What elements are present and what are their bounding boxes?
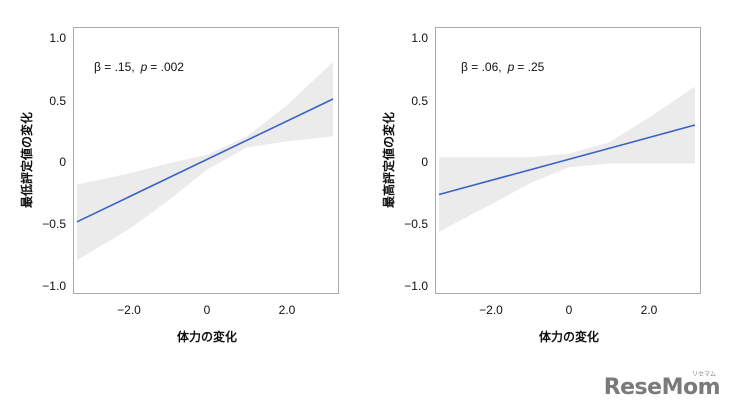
svg-text:2.0: 2.0 xyxy=(279,303,296,317)
watermark-kana: リセマム xyxy=(691,371,716,378)
y-axis-label: 最低評定値の変化 xyxy=(19,112,34,208)
plot-frame xyxy=(435,27,701,294)
svg-text:−1.0: −1.0 xyxy=(404,279,428,293)
svg-text:0: 0 xyxy=(421,155,428,169)
y-axis-label: 最高評定値の変化 xyxy=(381,112,396,208)
watermark-text: ReseMom xyxy=(603,375,721,400)
svg-text:0: 0 xyxy=(204,303,211,317)
panel-right: β = .06, p = .25 1.0 0.5 0 −0.5 −1.0 −2.0 … xyxy=(381,27,701,344)
svg-text:0.5: 0.5 xyxy=(411,94,428,108)
x-axis-label: 体力の変化 xyxy=(539,329,599,344)
svg-text:1.0: 1.0 xyxy=(411,31,428,45)
svg-text:−1.0: −1.0 xyxy=(42,279,66,293)
x-ticks: −2.0 0 2.0 xyxy=(479,303,658,317)
stat-annotation: β = .06, p = .25 xyxy=(461,60,545,74)
regression-line xyxy=(438,124,696,196)
y-ticks: 1.0 0.5 0 −0.5 −1.0 xyxy=(42,31,66,293)
svg-text:1.0: 1.0 xyxy=(49,31,66,45)
regression-line xyxy=(76,98,334,223)
x-ticks: −2.0 0 2.0 xyxy=(117,303,296,317)
svg-text:2.0: 2.0 xyxy=(641,303,658,317)
y-ticks: 1.0 0.5 0 −0.5 −1.0 xyxy=(404,31,428,293)
svg-text:0: 0 xyxy=(566,303,573,317)
plot-frame xyxy=(73,27,339,294)
svg-text:−2.0: −2.0 xyxy=(117,303,141,317)
panel-left: β = .15, p = .002 1.0 0.5 0 −0.5 −1.0 −2.0… xyxy=(19,27,339,344)
svg-text:−2.0: −2.0 xyxy=(479,303,503,317)
svg-text:−0.5: −0.5 xyxy=(404,217,428,231)
x-axis-label: 体力の変化 xyxy=(177,329,237,344)
svg-text:0.5: 0.5 xyxy=(49,94,66,108)
svg-text:−0.5: −0.5 xyxy=(42,217,66,231)
stat-annotation: β = .15, p = .002 xyxy=(94,60,184,74)
watermark-logo: ReseMom リセマム xyxy=(603,371,721,400)
svg-text:0: 0 xyxy=(59,155,66,169)
